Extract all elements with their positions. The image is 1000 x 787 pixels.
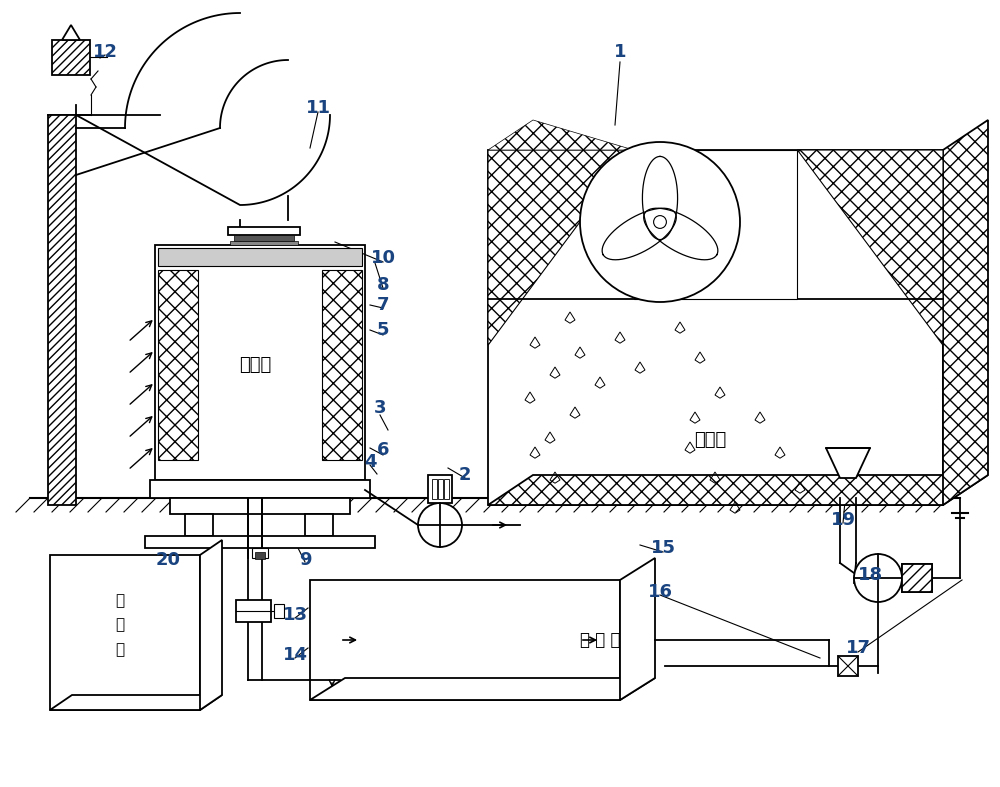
Polygon shape [488, 150, 634, 345]
Bar [428, 475, 452, 503]
Bar [252, 548, 268, 558]
Circle shape [854, 554, 902, 602]
Circle shape [654, 216, 666, 228]
Polygon shape [50, 695, 222, 710]
Bar [255, 552, 265, 559]
Bar [145, 536, 375, 548]
Text: 13: 13 [283, 606, 308, 624]
Bar [230, 241, 298, 245]
Text: 7: 7 [377, 296, 389, 314]
Bar [158, 248, 362, 266]
Polygon shape [797, 150, 943, 345]
Bar [155, 245, 365, 480]
Polygon shape [200, 540, 222, 710]
Bar [236, 600, 271, 622]
Text: 15: 15 [650, 539, 676, 557]
Text: 17: 17 [846, 639, 870, 657]
Text: 16: 16 [648, 583, 672, 601]
Circle shape [418, 503, 462, 547]
Text: 冷气机: 冷气机 [239, 356, 271, 374]
Bar [48, 115, 76, 505]
Bar [444, 479, 449, 499]
Polygon shape [826, 448, 870, 478]
Polygon shape [943, 120, 988, 505]
Text: 回 水 箱: 回 水 箱 [580, 631, 620, 649]
Bar [432, 479, 437, 499]
Polygon shape [310, 678, 655, 700]
Bar [228, 227, 300, 235]
Text: 2: 2 [459, 466, 471, 484]
Circle shape [580, 142, 740, 302]
Bar [305, 514, 333, 536]
Bar [50, 555, 200, 710]
Bar [170, 498, 350, 514]
Text: 控
制
柜: 控 制 柜 [115, 593, 125, 657]
Text: 14: 14 [283, 646, 308, 664]
Polygon shape [620, 558, 655, 700]
Text: 20: 20 [156, 551, 181, 569]
Text: 12: 12 [93, 43, 118, 61]
Text: 5: 5 [377, 321, 389, 339]
Bar [902, 564, 932, 592]
Text: 18: 18 [857, 566, 883, 584]
Bar [838, 656, 858, 676]
Bar [902, 564, 932, 592]
Bar [158, 270, 198, 460]
Text: 1: 1 [614, 43, 626, 61]
Bar [322, 270, 362, 460]
Text: 3: 3 [374, 399, 386, 417]
Bar [438, 479, 443, 499]
Text: 6: 6 [377, 441, 389, 459]
Bar [185, 514, 213, 536]
Text: 19: 19 [830, 511, 856, 529]
Bar [234, 235, 294, 241]
Polygon shape [488, 475, 988, 505]
Bar [274, 604, 284, 618]
Text: 9: 9 [299, 551, 311, 569]
Bar [310, 580, 620, 700]
Text: 冷却塔: 冷却塔 [694, 431, 726, 449]
Text: 11: 11 [306, 99, 331, 117]
Text: 8: 8 [377, 276, 389, 294]
Text: 10: 10 [371, 249, 396, 267]
Bar [52, 40, 90, 75]
Bar [634, 150, 797, 299]
Bar [150, 480, 370, 498]
Text: 4: 4 [364, 453, 376, 471]
Polygon shape [488, 120, 634, 150]
Bar [488, 150, 943, 505]
Polygon shape [62, 25, 80, 40]
